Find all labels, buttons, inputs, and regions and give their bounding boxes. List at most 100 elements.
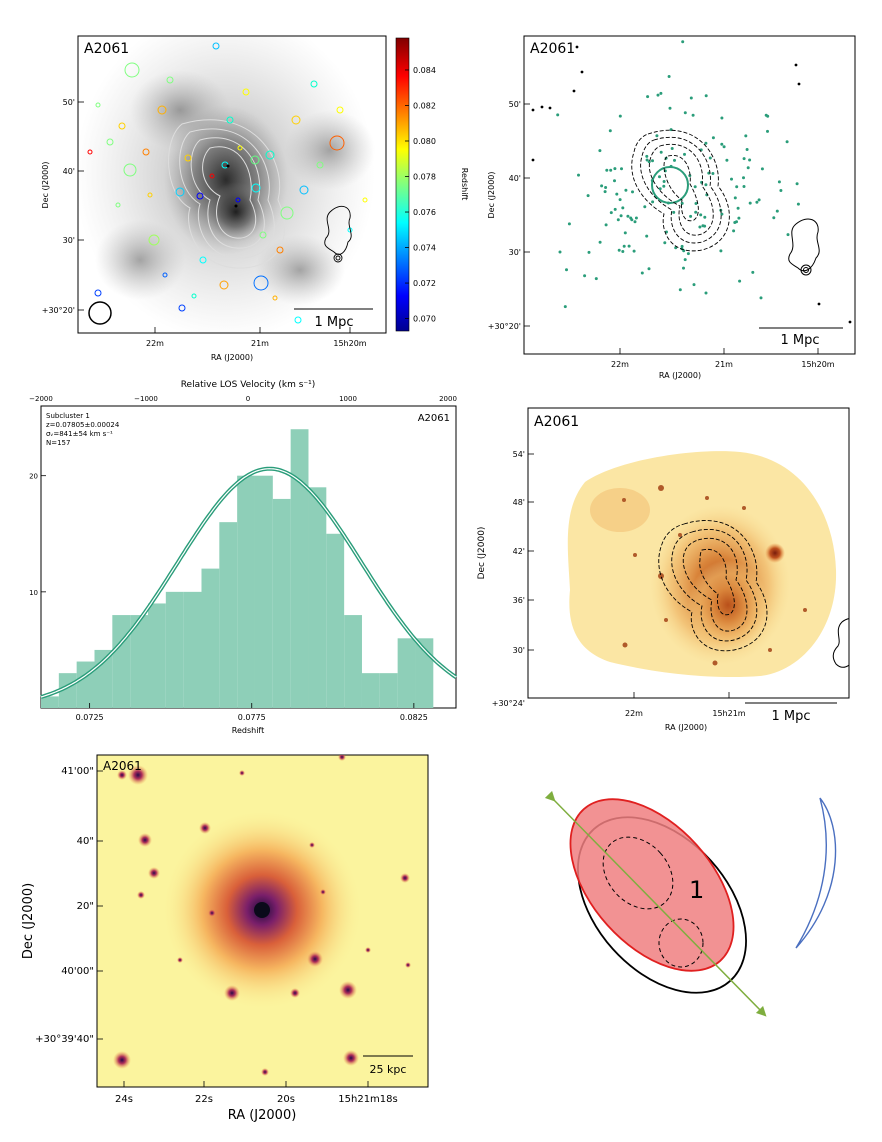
member-galaxy-point: [659, 150, 663, 154]
member-galaxy-point: [703, 215, 707, 219]
histogram-bar-11: [219, 522, 238, 708]
panel-a-redshift-map: A2061 1 Mpc 50' 40' 30' +30°20' 22m 21m …: [41, 35, 469, 362]
member-galaxy-point: [622, 244, 626, 248]
panel-d-xlabel: RA (J2000): [665, 723, 707, 732]
member-galaxy-point: [645, 154, 649, 158]
member-galaxy-point: [621, 250, 625, 253]
member-galaxy-point: [772, 216, 776, 220]
member-galaxy-point: [775, 209, 779, 213]
panel-d-ytick-2: 48': [513, 498, 525, 507]
member-galaxy-point: [621, 206, 625, 210]
histogram-bar-12: [237, 475, 255, 708]
histogram-bar-10: [201, 568, 220, 708]
histogram-bar-21: [397, 638, 416, 708]
member-galaxy-point: [618, 198, 622, 202]
bcg-circle: [651, 166, 689, 204]
member-galaxy-point: [738, 279, 742, 283]
member-galaxy-point: [751, 270, 755, 274]
panel-b-xtick-1: 22m: [611, 360, 629, 369]
x-tick-label: 0.0825: [400, 713, 428, 722]
panel-b-galaxy-map: A2061 1 Mpc 50' 40' 30' +30°20' 22m 21m …: [487, 35, 856, 369]
histogram-bar-9: [183, 591, 202, 708]
panel-d-cluster-name: A2061: [534, 414, 579, 430]
member-galaxy-point: [735, 185, 739, 189]
panel-d-xtick-1: 22m: [625, 709, 643, 718]
member-galaxy-point: [748, 158, 752, 162]
merger-axis-arrow: [544, 790, 767, 1017]
panel-e-cluster-name: A2061: [103, 759, 142, 773]
subcluster-1-ellipse: [569, 798, 735, 972]
member-galaxy-point: [558, 250, 562, 254]
member-galaxy-point: [617, 248, 621, 252]
panel-d-point-sources: [622, 485, 807, 666]
panel-a-ytick-3: 30': [63, 236, 75, 245]
member-galaxy-point: [587, 250, 591, 254]
subcluster-1-label: 1: [689, 876, 704, 904]
panel-a-ytick-1: 50': [63, 98, 75, 107]
panel-c-top-xlabel: Relative LOS Velocity (km s⁻¹): [181, 380, 316, 390]
panel-d-ytick-3: 42': [513, 547, 525, 556]
member-galaxy-point: [779, 189, 783, 192]
panel-e-scale-label: 25 kpc: [370, 1063, 407, 1076]
panel-b-frame: [523, 35, 856, 355]
member-galaxy-point: [694, 210, 698, 214]
member-galaxy-point: [618, 114, 622, 118]
panel-b-radio-contour: [788, 218, 820, 272]
member-galaxy-point: [742, 185, 746, 188]
panel-a-xlabel: RA (J2000): [211, 353, 253, 362]
member-galaxy-point: [670, 147, 674, 150]
member-galaxy-point: [662, 184, 666, 188]
y-tick-label: 10: [29, 589, 38, 597]
member-galaxy-point: [682, 249, 686, 253]
panel-d-scale-label: 1 Mpc: [771, 709, 810, 724]
member-galaxy-point: [704, 141, 708, 145]
colorbar-tick-label: 0.082: [413, 101, 436, 110]
member-galaxy-point: [766, 129, 769, 133]
panel-a-density-map: [78, 36, 375, 333]
panel-a-scale-label: 1 Mpc: [314, 315, 353, 330]
member-galaxy-point: [609, 168, 613, 172]
panel-b-ticks: [524, 103, 819, 354]
redshift-colorbar: [395, 37, 410, 332]
member-galaxy-point: [795, 182, 799, 186]
panel-a-ytick-4: +30°20': [42, 306, 75, 315]
member-galaxy-point: [634, 216, 638, 220]
member-galaxy-point: [613, 207, 617, 211]
member-galaxy-point: [708, 156, 712, 160]
histogram-bar-19: [361, 673, 380, 708]
member-galaxy-point: [699, 213, 703, 217]
member-galaxy-point: [672, 210, 676, 214]
panel-e-xtick-4: 15h21m18s: [338, 1094, 397, 1105]
member-galaxy-point: [577, 173, 580, 177]
member-galaxy-point: [556, 113, 560, 117]
member-galaxy-point: [766, 114, 770, 118]
panel-c-info-title: Subcluster 1: [46, 412, 90, 420]
member-galaxy-point: [586, 194, 590, 198]
velocity-tick-label: 1000: [339, 395, 357, 403]
member-galaxy-point: [730, 177, 733, 181]
member-galaxy-point: [760, 167, 764, 171]
member-galaxy-point: [608, 129, 612, 133]
panel-e-ytick-1: 41'00": [61, 766, 94, 777]
panel-d-radio-contour: [832, 618, 849, 668]
member-galaxy-point: [745, 148, 749, 151]
member-galaxy-point: [663, 241, 667, 245]
member-galaxy-point: [565, 268, 568, 272]
member-galaxy-point: [742, 157, 746, 161]
member-galaxy-point: [603, 190, 607, 194]
member-galaxy-point: [627, 244, 631, 248]
gaussian-fit-curve: [40, 466, 458, 699]
member-galaxy-point: [668, 106, 672, 110]
member-galaxy-point: [725, 158, 729, 162]
velocity-tick-label: 0: [246, 395, 250, 403]
member-galaxy-point: [735, 220, 738, 224]
panel-d-ticks: [528, 453, 730, 699]
panel-e-galaxies: [113, 755, 411, 1076]
member-galaxy-point: [647, 160, 651, 164]
histogram-bar-15: [290, 429, 309, 708]
gaussian-fit-inner: [40, 468, 457, 698]
velocity-tick-label: −1000: [134, 395, 158, 403]
member-galaxy-point: [720, 142, 724, 146]
member-galaxy-point: [598, 149, 602, 153]
colorbar-ticks: 0.070 0.072 0.074 0.076 0.078 0.080 0.082 0.084: [405, 66, 436, 324]
